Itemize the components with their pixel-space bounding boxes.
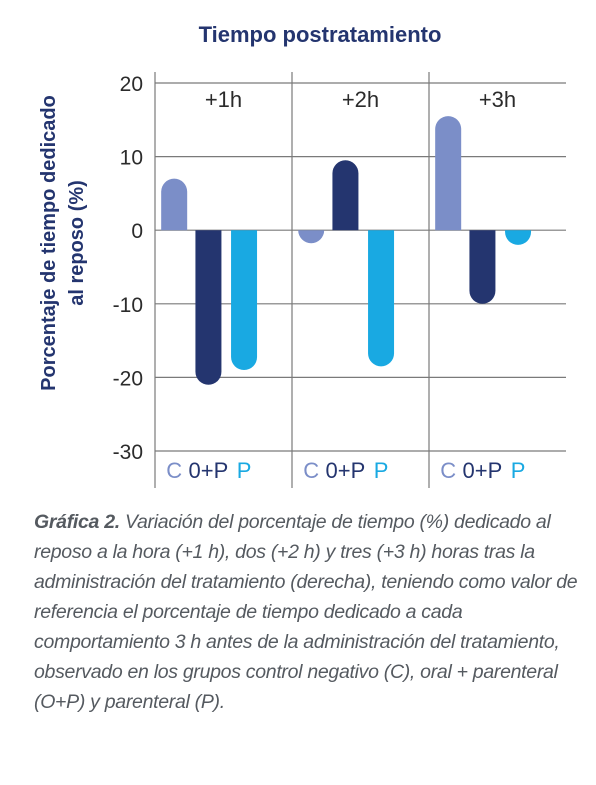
bar-0plusp-3 [469, 230, 496, 304]
category-label: C [166, 458, 182, 483]
panel-label: +2h [342, 87, 379, 112]
bar-p-3 [505, 230, 532, 245]
caption-label: Gráfica 2. [34, 511, 120, 533]
bar-c-2 [298, 230, 325, 244]
bar-p-1 [231, 230, 258, 371]
y-tick-label: 20 [120, 73, 143, 96]
figure-caption: Gráfica 2. Variación del porcentaje de t… [34, 507, 584, 717]
category-label: C [303, 458, 319, 483]
y-tick-label: -30 [113, 441, 143, 464]
category-label: P [237, 458, 252, 483]
category-label: C [440, 458, 456, 483]
bar-0plusp-1 [195, 230, 222, 385]
chart: Tiempo postratamiento Porcentaje de tiem… [38, 22, 566, 488]
bar-p-2 [368, 230, 395, 367]
caption-text: Variación del porcentaje de tiempo (%) d… [34, 511, 578, 713]
bar-c-1 [161, 178, 188, 231]
y-tick-label: 10 [120, 147, 143, 170]
panel-label: +1h [205, 87, 242, 112]
y-tick-label: -10 [113, 294, 143, 317]
y-axis-label-line-1: Porcentaje de tiempo dedicado [38, 95, 60, 391]
y-axis-label-line-2: al reposo (%) [66, 180, 88, 306]
chart-title: Tiempo postratamiento [199, 22, 442, 47]
category-label: 0+P [463, 458, 503, 483]
y-tick-label: 0 [131, 220, 143, 243]
category-label: P [511, 458, 526, 483]
category-label: 0+P [189, 458, 229, 483]
bar-0plusp-2 [332, 160, 359, 231]
plot-area: 20 10 0 -10 -20 -30 +1h +2h +3h C 0+P P C 0+P P C 0+P P [113, 72, 566, 488]
y-tick-label: -20 [113, 367, 143, 390]
category-label: P [374, 458, 389, 483]
bar-c-3 [435, 116, 462, 231]
panel-label: +3h [479, 87, 516, 112]
y-axis-label: Porcentaje de tiempo dedicado al reposo … [38, 95, 88, 391]
category-label: 0+P [326, 458, 366, 483]
